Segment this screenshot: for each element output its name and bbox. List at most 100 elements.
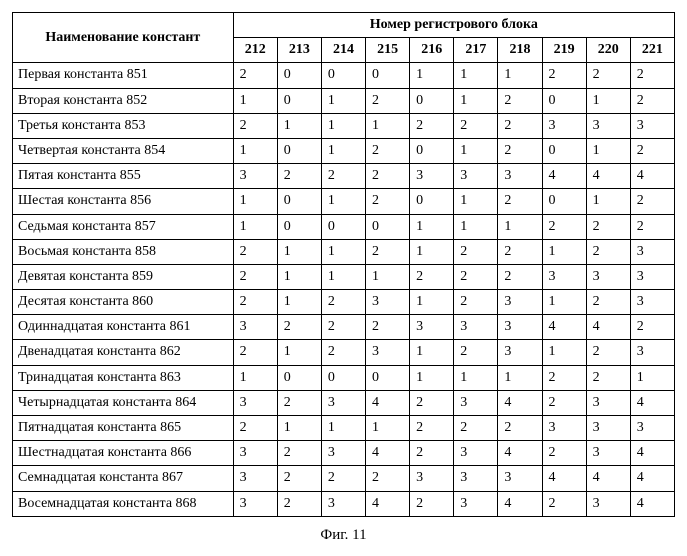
cell-value: 2 bbox=[366, 88, 410, 113]
cell-value: 2 bbox=[454, 416, 498, 441]
cell-value: 2 bbox=[586, 340, 630, 365]
cell-value: 3 bbox=[321, 390, 365, 415]
constant-name: Десятая константа 860 bbox=[13, 290, 234, 315]
cell-value: 2 bbox=[586, 365, 630, 390]
table-row: Четвертая константа 8541012012012 bbox=[13, 138, 675, 163]
cell-value: 2 bbox=[277, 164, 321, 189]
cell-value: 3 bbox=[542, 416, 586, 441]
cell-value: 1 bbox=[542, 239, 586, 264]
cell-value: 4 bbox=[630, 390, 674, 415]
cell-value: 2 bbox=[233, 113, 277, 138]
cell-value: 2 bbox=[233, 416, 277, 441]
cell-value: 1 bbox=[321, 189, 365, 214]
constant-name: Шестнадцатая константа 866 bbox=[13, 441, 234, 466]
cell-value: 2 bbox=[410, 441, 454, 466]
cell-value: 1 bbox=[233, 88, 277, 113]
cell-value: 3 bbox=[454, 315, 498, 340]
cell-value: 3 bbox=[233, 491, 277, 516]
cell-value: 2 bbox=[630, 189, 674, 214]
cell-value: 3 bbox=[498, 466, 542, 491]
cell-value: 3 bbox=[586, 441, 630, 466]
cell-value: 1 bbox=[410, 239, 454, 264]
cell-value: 3 bbox=[630, 416, 674, 441]
block-header: 213 bbox=[277, 38, 321, 63]
table-row: Двенадцатая константа 8622123123123 bbox=[13, 340, 675, 365]
cell-value: 3 bbox=[630, 290, 674, 315]
cell-value: 2 bbox=[498, 88, 542, 113]
cell-value: 2 bbox=[454, 239, 498, 264]
cell-value: 2 bbox=[321, 164, 365, 189]
block-header: 215 bbox=[366, 38, 410, 63]
cell-value: 0 bbox=[410, 88, 454, 113]
cell-value: 2 bbox=[410, 491, 454, 516]
constant-name: Тринадцатая константа 863 bbox=[13, 365, 234, 390]
cell-value: 0 bbox=[366, 365, 410, 390]
cell-value: 3 bbox=[454, 390, 498, 415]
cell-value: 2 bbox=[410, 416, 454, 441]
cell-value: 2 bbox=[277, 315, 321, 340]
cell-value: 3 bbox=[233, 315, 277, 340]
cell-value: 2 bbox=[277, 390, 321, 415]
cell-value: 2 bbox=[366, 189, 410, 214]
cell-value: 0 bbox=[277, 63, 321, 88]
cell-value: 4 bbox=[630, 466, 674, 491]
cell-value: 1 bbox=[498, 365, 542, 390]
cell-value: 1 bbox=[233, 365, 277, 390]
cell-value: 2 bbox=[321, 290, 365, 315]
cell-value: 2 bbox=[454, 290, 498, 315]
cell-value: 0 bbox=[277, 88, 321, 113]
cell-value: 3 bbox=[586, 491, 630, 516]
cell-value: 2 bbox=[454, 340, 498, 365]
cell-value: 1 bbox=[321, 88, 365, 113]
cell-value: 0 bbox=[410, 138, 454, 163]
table-row: Шестнадцатая константа 8663234234234 bbox=[13, 441, 675, 466]
cell-value: 1 bbox=[454, 138, 498, 163]
cell-value: 2 bbox=[498, 416, 542, 441]
cell-value: 3 bbox=[586, 416, 630, 441]
cell-value: 3 bbox=[630, 239, 674, 264]
cell-value: 3 bbox=[321, 441, 365, 466]
cell-value: 1 bbox=[321, 416, 365, 441]
block-header: 220 bbox=[586, 38, 630, 63]
table-row: Четырнадцатая константа 8643234234234 bbox=[13, 390, 675, 415]
constant-name: Первая константа 851 bbox=[13, 63, 234, 88]
cell-value: 0 bbox=[277, 138, 321, 163]
cell-value: 2 bbox=[542, 63, 586, 88]
cell-value: 1 bbox=[454, 189, 498, 214]
cell-value: 3 bbox=[454, 466, 498, 491]
cell-value: 2 bbox=[498, 189, 542, 214]
cell-value: 4 bbox=[366, 441, 410, 466]
cell-value: 2 bbox=[586, 290, 630, 315]
cell-value: 0 bbox=[321, 365, 365, 390]
cell-value: 0 bbox=[542, 189, 586, 214]
cell-value: 0 bbox=[542, 88, 586, 113]
cell-value: 1 bbox=[542, 340, 586, 365]
cell-value: 1 bbox=[542, 290, 586, 315]
cell-value: 1 bbox=[454, 365, 498, 390]
col-header-name: Наименование констант bbox=[13, 13, 234, 63]
cell-value: 2 bbox=[630, 88, 674, 113]
table-row: Шестая константа 8561012012012 bbox=[13, 189, 675, 214]
table-row: Седьмая константа 8571000111222 bbox=[13, 214, 675, 239]
constant-name: Восьмая константа 858 bbox=[13, 239, 234, 264]
cell-value: 4 bbox=[366, 390, 410, 415]
cell-value: 1 bbox=[410, 365, 454, 390]
cell-value: 2 bbox=[366, 466, 410, 491]
cell-value: 3 bbox=[542, 264, 586, 289]
cell-value: 1 bbox=[277, 416, 321, 441]
cell-value: 2 bbox=[498, 239, 542, 264]
cell-value: 2 bbox=[321, 340, 365, 365]
cell-value: 4 bbox=[542, 466, 586, 491]
cell-value: 1 bbox=[233, 138, 277, 163]
cell-value: 1 bbox=[321, 138, 365, 163]
cell-value: 4 bbox=[542, 315, 586, 340]
cell-value: 2 bbox=[366, 164, 410, 189]
cell-value: 2 bbox=[498, 138, 542, 163]
cell-value: 3 bbox=[454, 491, 498, 516]
cell-value: 0 bbox=[366, 214, 410, 239]
cell-value: 2 bbox=[586, 63, 630, 88]
cell-value: 2 bbox=[542, 214, 586, 239]
constant-name: Седьмая константа 857 bbox=[13, 214, 234, 239]
cell-value: 1 bbox=[233, 214, 277, 239]
cell-value: 1 bbox=[454, 63, 498, 88]
